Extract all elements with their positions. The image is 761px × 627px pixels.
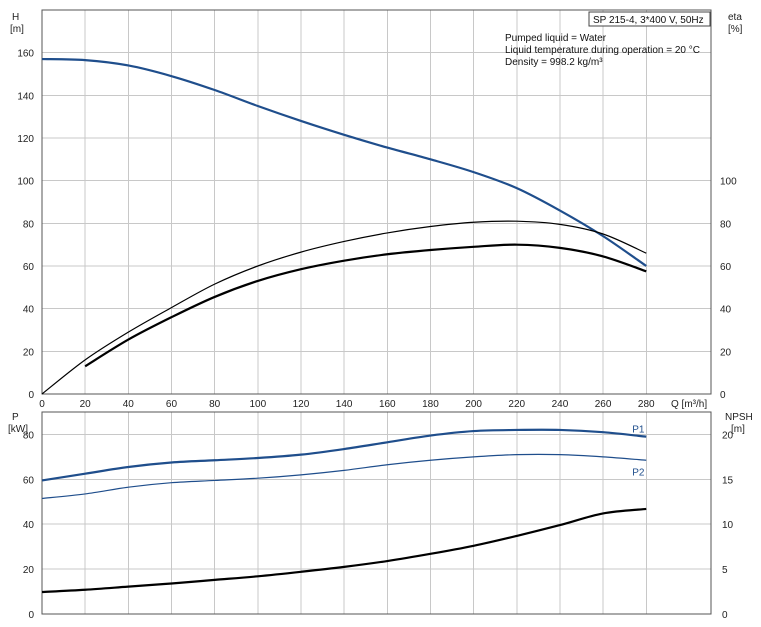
x-axis-label: Q [m³/h]: [671, 399, 707, 410]
y-right-axis-label: eta: [728, 12, 742, 23]
y-right-tick-label: 40: [720, 305, 732, 316]
power-npsh-panel: 0 20 40 60 80 0 5 10 15 20 P[kW] NPSH[m] P1 P2: [8, 411, 753, 621]
chart-title: SP 215-4, 3*400 V, 50Hz: [593, 15, 704, 26]
x-tick-label: 220: [508, 399, 525, 410]
y-left-tick-label: 0: [28, 390, 34, 401]
y-left-tick-label: 60: [23, 475, 35, 486]
y-right-tick-label: 20: [720, 347, 732, 358]
plot-frame: [41, 9, 712, 395]
x-tick-label: 280: [638, 399, 655, 410]
y-left-axis-label: P: [12, 412, 19, 423]
y-right-tick-label: 15: [722, 475, 734, 486]
y-left-tick-label: 0: [28, 610, 34, 621]
x-tick-label: 100: [249, 399, 266, 410]
x-tick-label: 140: [336, 399, 353, 410]
series-line: [84, 243, 647, 368]
y-right-axis-label: NPSH: [725, 412, 753, 423]
title-box: [588, 11, 711, 27]
y-left-tick-label: 160: [17, 49, 34, 60]
y-left-tick-label: 20: [23, 347, 35, 358]
x-tick-label: 0: [39, 399, 45, 410]
x-tick-label: 260: [595, 399, 612, 410]
x-tick-label: 20: [80, 399, 92, 410]
y-left-tick-label: 80: [23, 219, 35, 230]
x-tick-label: 60: [166, 399, 178, 410]
series-line: [41, 220, 647, 395]
info-line: Density = 998.2 kg/m³: [505, 57, 603, 68]
y-right-tick-label: 0: [720, 390, 726, 401]
x-tick-label: 240: [552, 399, 569, 410]
y-right-tick-label: 10: [722, 520, 734, 531]
y-right-axis-unit: [m]: [731, 424, 745, 435]
series-line: [41, 428, 647, 482]
info-line: Liquid temperature during operation = 20…: [505, 45, 700, 56]
y-left-axis-unit: [m]: [10, 24, 24, 35]
x-tick-label: 80: [209, 399, 221, 410]
y-left-tick-label: 80: [23, 430, 35, 441]
y-left-axis-unit: [kW]: [8, 424, 28, 435]
x-tick-label: 40: [123, 399, 135, 410]
y-left-axis-label: H: [12, 12, 19, 23]
y-right-tick-label: 20: [722, 430, 734, 441]
y-left-tick-label: 140: [17, 91, 34, 102]
series-name-label: P1: [632, 425, 645, 436]
y-right-tick-label: 60: [720, 262, 732, 273]
y-left-tick-label: 100: [17, 177, 34, 188]
x-tick-label: 200: [465, 399, 482, 410]
y-left-tick-label: 40: [23, 520, 35, 531]
x-tick-label: 160: [379, 399, 396, 410]
y-right-tick-label: 5: [722, 565, 728, 576]
y-left-tick-label: 60: [23, 262, 35, 273]
y-right-axis-unit: [%]: [728, 24, 743, 35]
x-tick-label: 120: [293, 399, 310, 410]
head-efficiency-panel: 0 20 40 60 80 100 120 140 160 180 200 220 240 260 280 Q…: [10, 9, 743, 410]
series-name-label: P2: [632, 467, 645, 478]
x-tick-label: 180: [422, 399, 439, 410]
info-line: Pumped liquid = Water: [505, 33, 607, 44]
y-left-tick-label: 120: [17, 134, 34, 145]
y-right-tick-label: 80: [720, 219, 732, 230]
series-line: [41, 453, 647, 500]
y-right-tick-label: 0: [722, 610, 728, 621]
series-line: [41, 57, 647, 267]
series-line: [41, 507, 647, 594]
y-left-tick-label: 20: [23, 565, 35, 576]
plot-frame: [41, 411, 712, 615]
y-right-tick-label: 100: [720, 177, 737, 188]
y-left-tick-label: 40: [23, 305, 35, 316]
